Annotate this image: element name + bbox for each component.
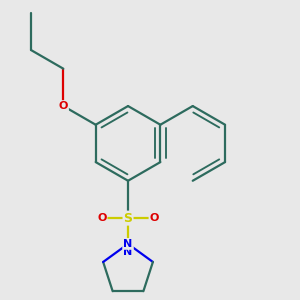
- Text: S: S: [124, 212, 133, 225]
- Text: O: O: [97, 213, 106, 223]
- Text: N: N: [123, 247, 133, 257]
- Text: O: O: [58, 101, 68, 111]
- Text: O: O: [149, 213, 159, 223]
- Text: N: N: [123, 239, 133, 249]
